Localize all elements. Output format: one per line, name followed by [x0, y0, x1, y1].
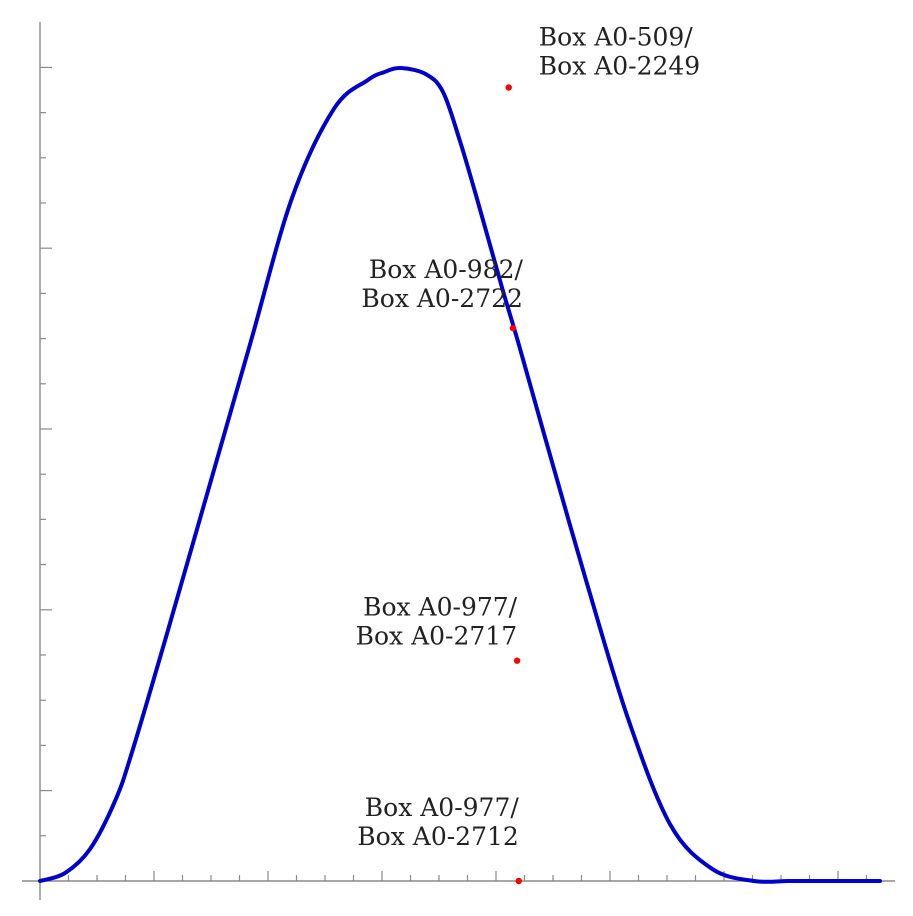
data-point-1 — [509, 324, 517, 332]
series-line-0 — [38, 65, 882, 884]
labels-layer: Box A0-509/Box A0-2249 Box A0-982/Box A0-… — [356, 23, 701, 851]
points-layer — [505, 84, 522, 885]
point-label-3-line-1: Box A0-2712 — [357, 822, 519, 851]
point-label-1-line-1: Box A0-2722 — [361, 284, 523, 313]
point-label-1-line-0: Box A0-982/ — [369, 255, 524, 284]
series-layer — [38, 65, 882, 884]
point-label-3-line-0: Box A0-977/ — [365, 793, 520, 822]
data-point-0 — [505, 84, 512, 91]
point-label-0-line-1: Box A0-2249 — [539, 52, 701, 81]
axes — [22, 22, 895, 900]
data-point-2 — [513, 657, 521, 664]
tick-marks — [40, 66, 868, 881]
point-label-0-line-0: Box A0-509/ — [539, 23, 694, 52]
point-label-2-line-0: Box A0-977/ — [363, 593, 518, 622]
point-label-2-line-1: Box A0-2717 — [356, 622, 518, 651]
data-point-3 — [515, 877, 522, 885]
